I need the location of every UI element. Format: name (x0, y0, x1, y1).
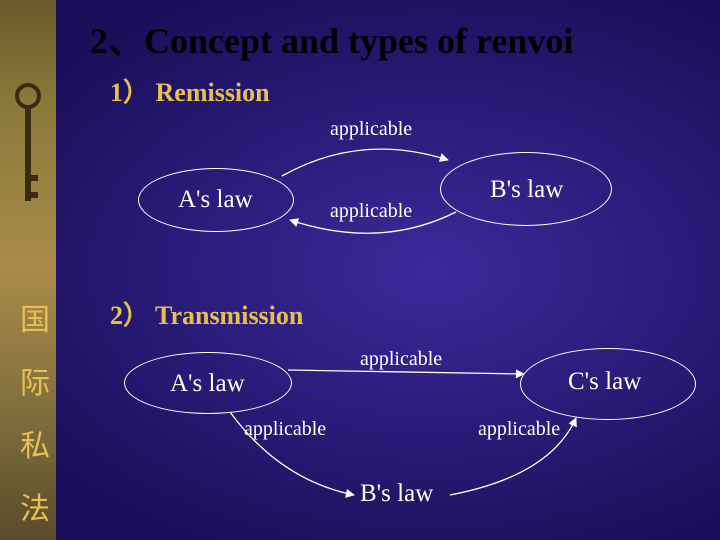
arrows-layer (0, 0, 720, 540)
key-icon (14, 80, 42, 220)
d1-node-b-label: B's law (490, 176, 563, 204)
side-char-2: 际 (20, 358, 50, 402)
d2-node-a-label: A's law (170, 370, 245, 398)
d2-node-c-label: C's law (568, 368, 641, 396)
heading-transmission: 2） Transmission (110, 295, 303, 332)
d1-arrow1-label: applicable (330, 118, 412, 141)
d2-arrow2-label: applicable (244, 418, 326, 441)
d2-arrow1-label: applicable (360, 348, 442, 371)
side-char-4: 法 (20, 484, 50, 528)
page-title: 2、Concept and types of renvoi (90, 12, 573, 64)
d2-node-b-label: B's law (360, 480, 433, 508)
side-char-1: 国 (20, 295, 50, 339)
heading-remission: 1） Remission (110, 72, 270, 109)
side-char-3: 私 (20, 421, 50, 465)
d2-arrow3-label: applicable (478, 418, 560, 441)
d1-node-a-label: A's law (178, 186, 253, 214)
d1-arrow2-label: applicable (330, 200, 412, 223)
